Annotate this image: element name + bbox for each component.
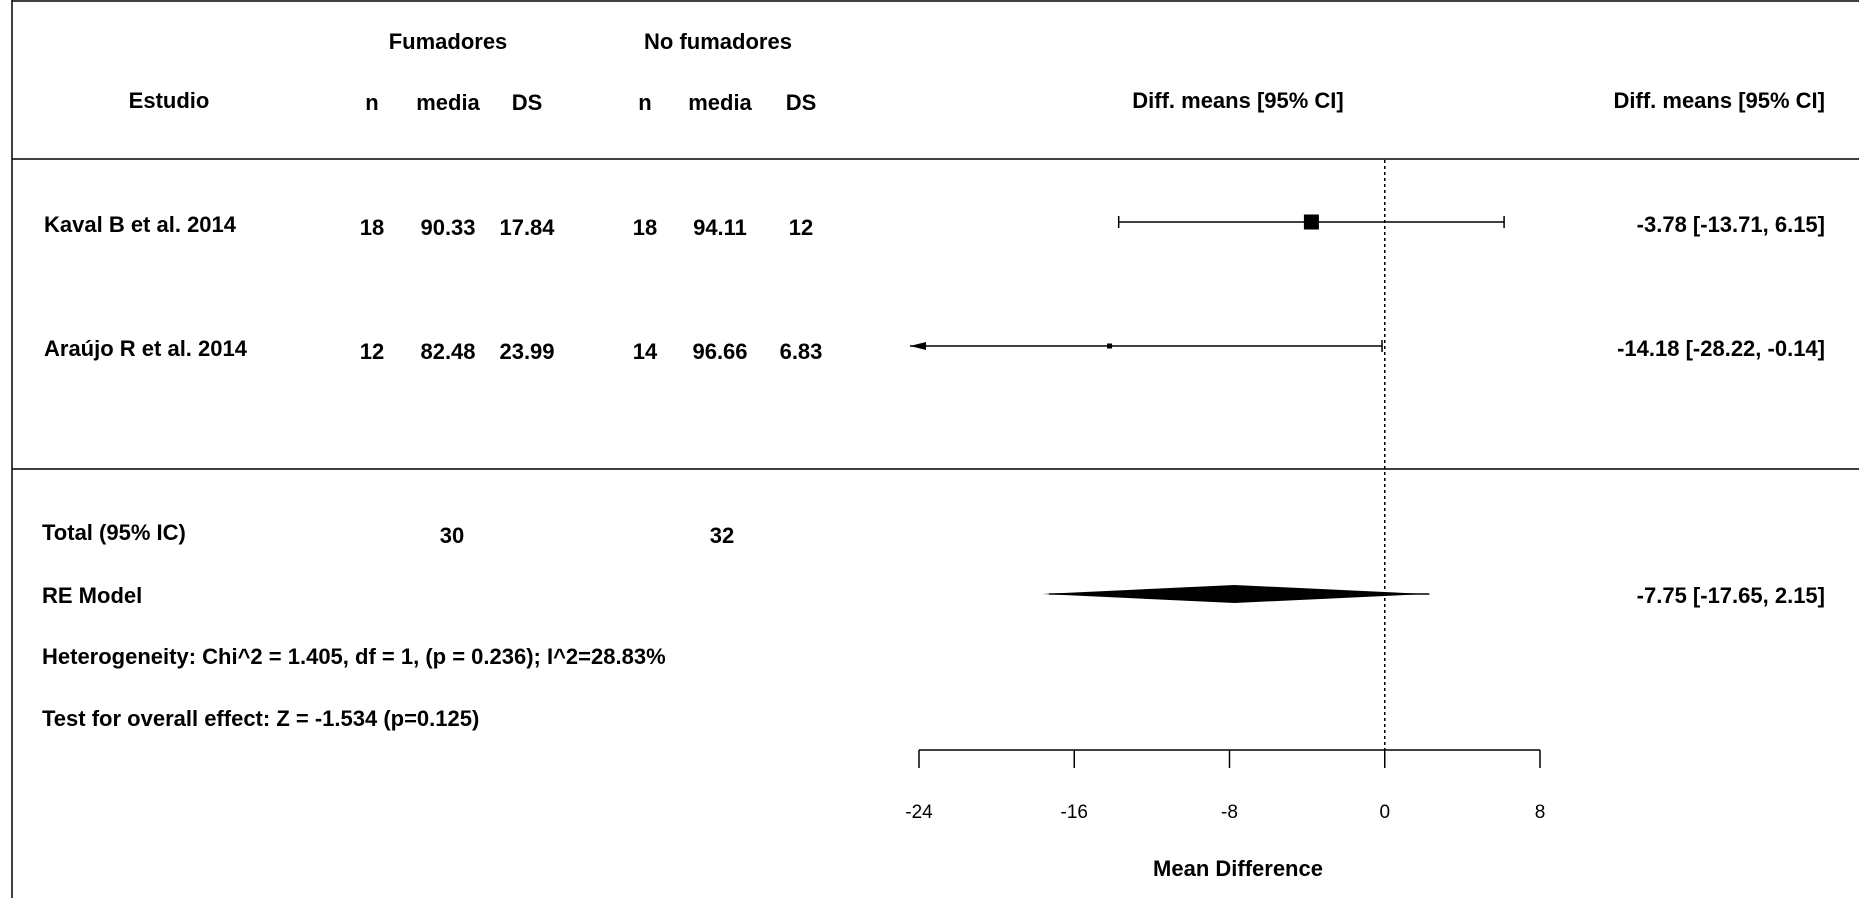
study-2-nonsmokers-n: 14 [633,339,658,364]
x-axis-label: Mean Difference [1153,856,1323,881]
column-header-nonsmokers-n: n [638,90,651,115]
overall-effect-text: Test for overall effect: Z = -1.534 (p=0… [42,706,479,731]
study-1-nonsmokers-sd: 12 [789,215,813,240]
column-header-smokers-sd: DS [512,90,543,115]
x-tick-label--24: -24 [905,802,933,823]
column-header-smokers-n: n [365,90,378,115]
total-label: Total (95% IC) [42,520,186,545]
column-header-effect-plot: Diff. means [95% CI] [1132,88,1344,113]
study-2-smokers-mean: 82.48 [420,339,475,364]
study-2-ci-clip-arrow [910,342,926,350]
x-tick-label--16: -16 [1061,802,1088,823]
column-header-effect-text: Diff. means [95% CI] [1614,88,1826,113]
study-1-nonsmokers-n: 18 [633,215,657,240]
pooled-ci-text: -7.75 [-17.65, 2.15] [1637,583,1825,608]
study-2-nonsmokers-mean: 96.66 [692,339,747,364]
total-smokers-n: 30 [440,523,464,548]
column-header-nonsmokers-mean: media [688,90,752,115]
study-1-smokers-mean: 90.33 [420,215,475,240]
study-2-smokers-n: 12 [360,339,384,364]
study-2-nonsmokers-sd: 6.83 [780,339,823,364]
study-1-smokers-sd: 17.84 [499,215,555,240]
study-1-smokers-n: 18 [360,215,384,240]
study-1-point-estimate [1303,214,1319,230]
column-header-smokers-mean: media [416,90,480,115]
study-1-name: Kaval B et al. 2014 [44,212,237,237]
study-2-ci-text: -14.18 [-28.22, -0.14] [1617,336,1825,361]
group-header-nonsmokers: No fumadores [644,29,792,54]
column-header-nonsmokers-sd: DS [786,90,817,115]
x-tick-label-0: 0 [1379,802,1390,823]
study-2-name: Araújo R et al. 2014 [44,336,248,361]
column-header-study: Estudio [129,88,210,113]
pooled-diamond [1042,585,1427,603]
study-1-ci-text: -3.78 [-13.71, 6.15] [1637,212,1825,237]
x-tick-label-8: 8 [1535,802,1546,823]
study-2-smokers-sd: 23.99 [499,339,554,364]
x-tick-label--8: -8 [1221,802,1238,823]
study-1-nonsmokers-mean: 94.11 [693,215,747,240]
group-header-smokers: Fumadores [389,29,508,54]
study-2-point-estimate [1107,343,1113,349]
total-nonsmokers-n: 32 [710,523,734,548]
pooled-label: RE Model [42,583,142,608]
heterogeneity-text: Heterogeneity: Chi^2 = 1.405, df = 1, (p… [42,644,666,669]
